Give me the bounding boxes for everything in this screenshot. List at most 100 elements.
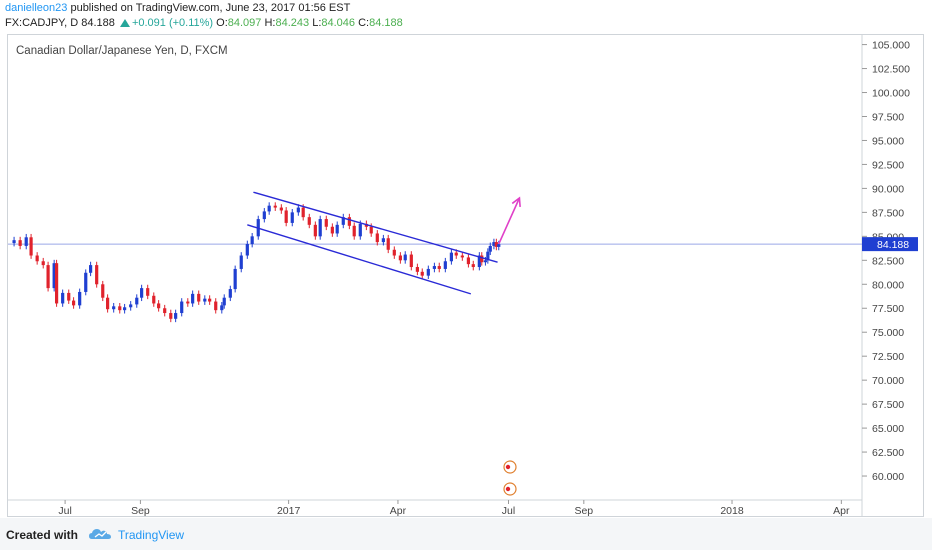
x-tick-label: 2018 <box>720 505 744 517</box>
open-label: O: <box>216 17 228 29</box>
close-label: C: <box>358 17 370 29</box>
candle-body <box>112 306 116 310</box>
chart-frame[interactable] <box>7 34 924 517</box>
y-tick-label: 82.500 <box>872 255 904 267</box>
candle-body <box>135 297 139 305</box>
candle-body <box>169 313 173 319</box>
candle-body <box>106 297 110 310</box>
x-tick-label: Apr <box>390 505 407 517</box>
channel-line[interactable] <box>253 191 498 263</box>
candle-body <box>375 233 379 243</box>
candle-body <box>392 249 396 256</box>
candle-body <box>52 263 56 289</box>
candle-body <box>101 284 105 298</box>
close-value: 84.188 <box>369 17 403 29</box>
candle-body <box>180 301 184 314</box>
candle-body <box>197 293 201 302</box>
price-change: +0.091 (+0.11%) <box>131 17 214 29</box>
open-value: 84.097 <box>227 17 262 29</box>
candle-body <box>398 255 402 261</box>
candle-body <box>222 297 226 306</box>
tradingview-brand[interactable]: TradingView <box>118 528 185 542</box>
candle-body <box>449 252 453 262</box>
candle-body <box>228 289 232 298</box>
ohlc-bar: FX:CADJPY, D 84.188 +0.091 (+0.11%) O:84… <box>5 17 403 29</box>
candle-body <box>403 254 407 261</box>
x-axis[interactable]: Jul Sep 2017 Apr Jul Sep 2018 Apr <box>8 499 862 517</box>
candle-body <box>118 306 122 311</box>
candle-body <box>369 226 373 234</box>
candle-body <box>494 242 498 247</box>
candle-body <box>262 211 266 220</box>
high-label: H: <box>264 17 276 29</box>
drawings[interactable] <box>247 191 521 295</box>
y-tick-label: 80.000 <box>872 279 904 291</box>
candle-body <box>324 219 328 227</box>
y-tick-label: 70.000 <box>872 375 904 387</box>
y-tick-label: 62.500 <box>872 447 904 459</box>
channel-line[interactable] <box>247 224 472 295</box>
x-tick-label: Jul <box>502 505 515 517</box>
last-price: 84.188 <box>81 17 115 29</box>
candle-body <box>330 226 334 234</box>
candle-body <box>61 292 65 304</box>
candle-body <box>208 298 212 302</box>
candle-body <box>46 265 50 289</box>
event-dot <box>505 486 511 492</box>
candle-body <box>233 268 237 290</box>
candles <box>12 202 501 323</box>
candle-body <box>432 266 436 269</box>
candle-body <box>480 255 484 263</box>
candle-body <box>347 217 351 226</box>
y-tick-label: 102.500 <box>872 64 910 76</box>
candle-body <box>214 301 218 311</box>
x-tick-label: Apr <box>833 505 850 517</box>
y-tick-label: 100.000 <box>872 88 910 100</box>
candle-body <box>267 205 271 212</box>
candle-body <box>420 271 424 276</box>
y-tick-label: 75.000 <box>872 327 904 339</box>
candle-body <box>460 255 464 258</box>
created-with-label: Created with <box>6 528 79 542</box>
event-markers[interactable] <box>503 460 517 496</box>
symbol-label: FX:CADJPY, D <box>5 17 79 29</box>
price-tag-label: 84.188 <box>877 239 909 251</box>
y-axis[interactable]: 105.000 102.500 100.000 97.500 95.000 92.500 9… <box>861 35 910 517</box>
candle-body <box>466 257 471 265</box>
candle-body <box>84 272 88 292</box>
candle-body <box>284 210 288 223</box>
footer: Created with TradingView <box>0 518 932 550</box>
candle-body <box>409 254 413 268</box>
candle-body <box>486 251 490 261</box>
candle-body <box>279 207 283 211</box>
candlestick-chart[interactable]: Canadian Dollar/Japanese Yen, D, FXCM 10… <box>0 0 932 518</box>
y-tick-label: 90.000 <box>872 183 904 195</box>
candle-body <box>415 267 419 272</box>
author-name[interactable]: danielleon23 <box>5 2 68 14</box>
projection-arrow[interactable] <box>498 197 521 245</box>
candle-body <box>95 265 99 285</box>
candle-body <box>273 205 277 208</box>
candle-body <box>239 255 243 269</box>
candle-body <box>191 293 195 304</box>
candle-body <box>313 224 317 237</box>
candle-body <box>129 304 133 308</box>
candle-body <box>426 268 430 276</box>
candle-body <box>163 308 167 314</box>
x-tick-label: Sep <box>131 505 150 517</box>
candle-body <box>152 295 156 304</box>
candle-body <box>174 313 178 319</box>
candle-body <box>186 301 190 304</box>
y-tick-label: 92.500 <box>872 159 904 171</box>
y-tick-label: 60.000 <box>872 471 904 483</box>
price-tag-box <box>862 237 918 252</box>
candle-body <box>454 252 458 256</box>
y-tick-label: 72.500 <box>872 351 904 363</box>
candle-body <box>78 291 82 306</box>
candle-body <box>381 238 385 243</box>
candle-body <box>24 237 28 246</box>
x-tick-label: Sep <box>574 505 593 517</box>
y-tick-label: 67.500 <box>872 399 904 411</box>
candle-body <box>140 288 144 298</box>
candle-body <box>488 245 492 252</box>
